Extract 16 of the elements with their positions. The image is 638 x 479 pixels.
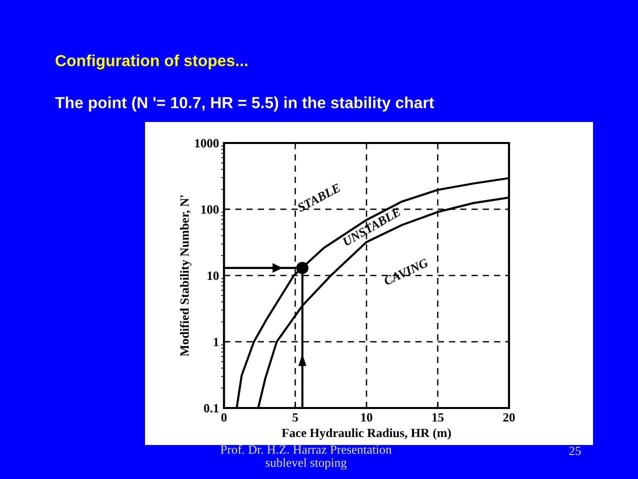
y-axis-title: Modified Stability Number, N'	[180, 195, 192, 356]
x-tick-label: 20	[503, 413, 515, 422]
y-tick-label: 100	[201, 205, 219, 214]
text: Prof. Dr. H.Z. Harraz Presentation sublevel stoping	[220, 444, 392, 470]
chart-subtitle: The point (N '= 10.7, HR = 5.5) in the stability chart	[55, 96, 434, 112]
y-tick-label: 1	[214, 338, 218, 346]
x-tick-label: 5	[292, 413, 298, 422]
y-tick-label: 10	[208, 272, 219, 280]
y-tick-label: 0.1	[204, 404, 218, 413]
x-tick-label: 0	[221, 413, 227, 422]
x-tick-label: 15	[432, 413, 444, 422]
text: 25	[569, 446, 581, 456]
x-tick-label: 10	[361, 413, 372, 422]
x-axis-title: Face Hydraulic Radius, HR (m)	[282, 428, 451, 440]
chart-title: Configuration of stopes...	[56, 54, 248, 70]
y-tick-label: 1000	[195, 139, 219, 148]
